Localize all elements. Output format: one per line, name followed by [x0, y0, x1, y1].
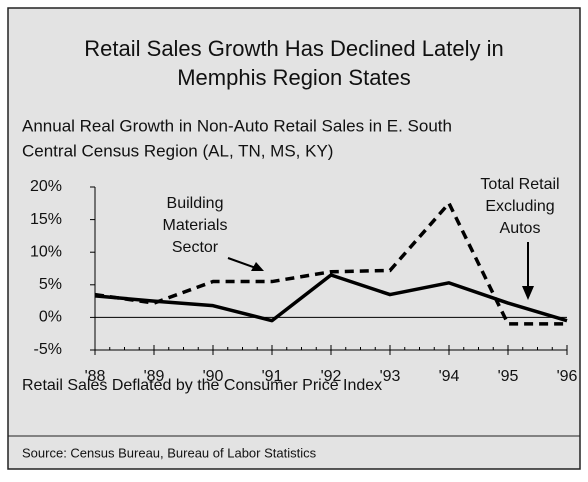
note: Retail Sales Deflated by the Consumer Pr…: [22, 377, 382, 394]
annotation: Sector: [172, 239, 219, 256]
x-tick-label: '94: [439, 368, 460, 385]
x-tick-label: '89: [144, 368, 165, 385]
series-line: [94, 201, 567, 326]
y-tick-label: 10%: [30, 243, 62, 260]
x-tick-label: '92: [321, 368, 342, 385]
x-tick-label: '91: [262, 368, 283, 385]
arrowhead: [251, 262, 264, 271]
chart-title: Memphis Region States: [177, 65, 411, 90]
frame: [7, 7, 581, 470]
x-tick-label: '96: [557, 368, 578, 385]
source: Source: Census Bureau, Bureau of Labor S…: [22, 445, 317, 460]
annotation: Building: [167, 195, 224, 212]
annotation: Autos: [500, 220, 541, 237]
y-tick-label: 5%: [39, 276, 62, 293]
x-tick-label: '90: [203, 368, 224, 385]
subtitle: Central Census Region (AL, TN, MS, KY): [22, 141, 333, 160]
arrowhead: [522, 286, 534, 300]
annotation: Materials: [163, 217, 228, 234]
chart-title: Retail Sales Growth Has Declined Lately …: [84, 36, 503, 61]
y-tick-label: 20%: [30, 178, 62, 195]
x-tick-label: '93: [380, 368, 401, 385]
y-tick-label: -5%: [34, 341, 62, 358]
x-tick-label: '95: [498, 368, 519, 385]
annotation: Total Retail: [480, 176, 559, 193]
y-tick-label: 15%: [30, 211, 62, 228]
annotation: Excluding: [485, 198, 554, 215]
subtitle: Annual Real Growth in Non-Auto Retail Sa…: [22, 116, 452, 135]
y-tick-label: 0%: [39, 309, 62, 326]
x-tick-label: '88: [85, 368, 106, 385]
series-line: [94, 273, 568, 323]
annotation-arrow: [227, 257, 257, 269]
